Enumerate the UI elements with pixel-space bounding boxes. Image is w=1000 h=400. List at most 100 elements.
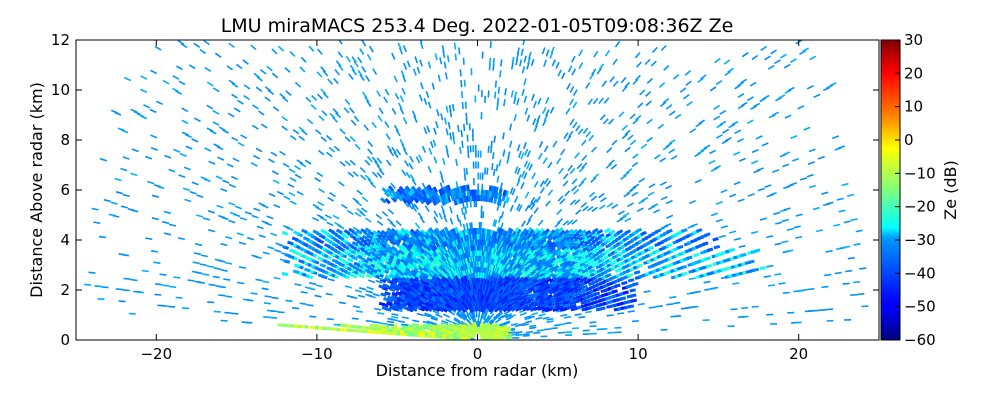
ze-gate [226, 163, 234, 168]
ze-gate [375, 279, 383, 284]
ze-gate [604, 273, 612, 278]
ze-gate [122, 156, 130, 160]
ze-gate [466, 262, 471, 269]
ze-gate [509, 140, 513, 148]
ze-gate [751, 305, 759, 308]
ze-gate [600, 197, 607, 203]
ze-gate [637, 102, 644, 109]
ze-gate [465, 251, 470, 258]
ze-gate [214, 258, 222, 262]
ze-gate [741, 52, 749, 58]
ze-gate [523, 160, 529, 168]
ze-gate [580, 139, 587, 146]
ze-gate [612, 58, 618, 66]
ze-gate [516, 144, 521, 152]
ze-gate [734, 84, 742, 90]
ze-gate [434, 227, 441, 235]
ze-gate [723, 59, 731, 65]
x-tick-label: −10 [301, 345, 333, 363]
ze-gate [546, 317, 554, 321]
ze-gate [752, 267, 760, 272]
ze-gate [309, 315, 317, 318]
ze-gate [445, 318, 453, 324]
ze-gate [623, 171, 630, 177]
ze-gate [750, 160, 759, 165]
ze-gate [525, 218, 532, 226]
colorbar-tick-label: −40 [904, 264, 936, 282]
ze-gate [497, 314, 505, 320]
ze-gate [484, 261, 488, 269]
ze-gate [191, 181, 199, 186]
ze-gate [769, 192, 777, 196]
ze-gate [762, 94, 770, 100]
ze-gate [266, 65, 273, 72]
ze-gate [571, 327, 580, 330]
ze-gate [691, 305, 699, 308]
ze-gate [549, 256, 557, 263]
ze-gate [384, 198, 391, 205]
ze-gate [508, 314, 517, 319]
ze-gate [737, 198, 745, 203]
ze-gate [182, 307, 190, 310]
ze-gate [447, 121, 451, 130]
ze-gate [110, 109, 118, 114]
ze-gate [453, 317, 461, 323]
ze-gate [766, 235, 774, 239]
ze-gate [338, 40, 343, 45]
ze-gate [494, 91, 497, 99]
ze-gate [338, 64, 344, 71]
ze-gate [821, 191, 829, 195]
ze-gate [430, 317, 438, 321]
ze-gate [365, 293, 373, 297]
ze-gate [466, 190, 470, 197]
ze-gate [496, 227, 502, 234]
ze-gate [552, 264, 560, 271]
ze-gate [575, 209, 582, 215]
ze-gate [367, 148, 373, 155]
ze-gate [584, 229, 592, 236]
ze-gate [145, 155, 153, 160]
ze-gate [774, 273, 782, 276]
ze-gate [730, 308, 738, 311]
ze-gate [771, 111, 779, 117]
ze-gate [366, 100, 372, 108]
ze-gate [311, 94, 318, 101]
ze-gate [391, 146, 397, 154]
ze-gate [99, 157, 108, 162]
ze-gate [381, 210, 389, 217]
ze-gate [154, 293, 162, 296]
ze-gate [564, 253, 572, 259]
ze-gate [524, 107, 529, 115]
ze-gate [266, 215, 274, 220]
ze-gate [231, 82, 239, 88]
ze-gate [456, 192, 461, 199]
ze-gate [387, 295, 394, 301]
colorbar [880, 39, 901, 341]
ze-gate [173, 148, 181, 153]
ze-gate [317, 201, 325, 207]
ze-gate [359, 74, 365, 81]
ze-gate [535, 316, 543, 320]
ze-gate [425, 185, 431, 193]
ze-gate [608, 229, 616, 236]
ze-gate [665, 142, 673, 148]
ze-gate [733, 151, 741, 156]
ze-gate [208, 229, 216, 233]
ze-gate [380, 292, 387, 298]
ze-gate [346, 295, 355, 299]
ze-gate [709, 86, 717, 92]
ze-gate [364, 227, 372, 234]
ze-gate [357, 259, 365, 265]
colorbar-tick-label: −50 [904, 298, 936, 316]
ze-gate [181, 119, 189, 125]
ze-gate [173, 276, 181, 279]
ze-gate [306, 118, 314, 125]
ze-gate [557, 69, 562, 77]
ze-gate [543, 328, 551, 331]
ze-gate [352, 171, 359, 177]
ze-gate [416, 312, 424, 317]
ze-gate [327, 278, 335, 282]
ze-gate [183, 166, 191, 171]
ze-gate [391, 107, 397, 115]
